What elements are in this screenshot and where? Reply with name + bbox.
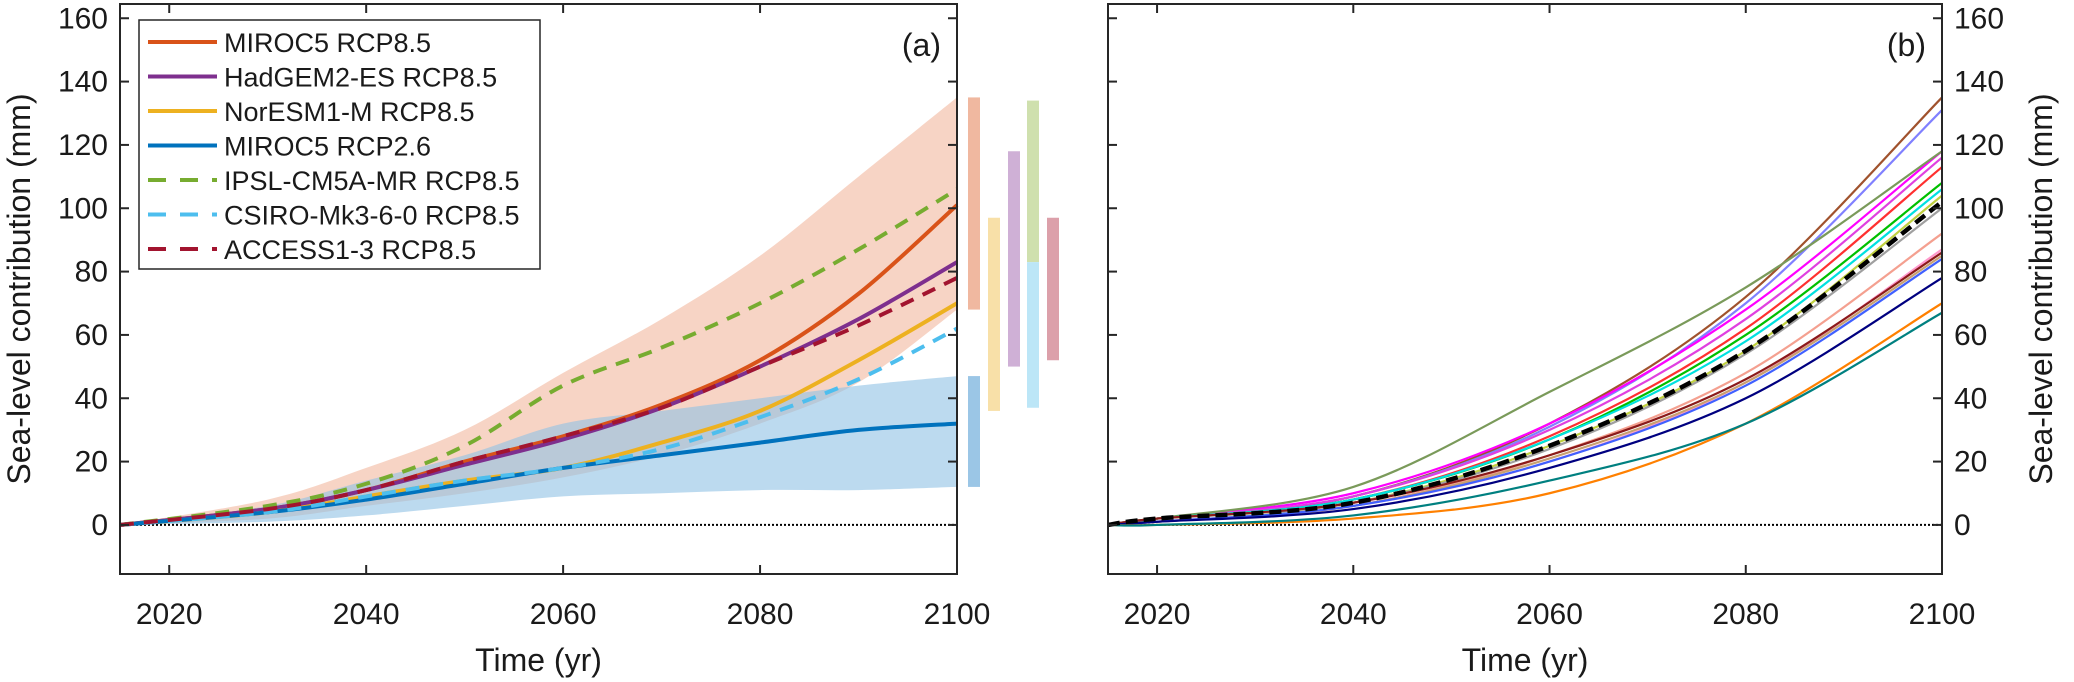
legend-item: MIROC5 RCP2.6 bbox=[148, 132, 431, 162]
ensemble-member-line bbox=[1107, 96, 1943, 527]
panel-a: 2020 2040 2060 2080 210002040608010012014016… bbox=[1, 2, 1059, 678]
y-tick-label: 160 bbox=[58, 2, 108, 35]
ensemble-member-line bbox=[1107, 311, 1943, 527]
range-bar-miroc5-rcp8-5 bbox=[968, 97, 980, 310]
y-tick-label: 60 bbox=[1954, 319, 1987, 352]
range-band bbox=[120, 376, 957, 525]
x-tick-label: 2020 bbox=[136, 598, 203, 631]
legend-item: MIROC5 RCP8.5 bbox=[148, 28, 431, 58]
y-tick-label: 100 bbox=[58, 192, 108, 225]
y-tick-label: 100 bbox=[1954, 192, 2004, 225]
axes-frame bbox=[1107, 3, 1943, 575]
y-tick-label: 80 bbox=[1954, 256, 1987, 289]
range-bar-miroc5-rcp2-6 bbox=[968, 376, 980, 487]
x-tick-label: 2060 bbox=[530, 598, 597, 631]
ensemble-member-line bbox=[1107, 200, 1944, 528]
x-tick-label: 2080 bbox=[727, 598, 794, 631]
legend-item: IPSL-CM5A-MR RCP8.5 bbox=[148, 166, 520, 196]
range-bar-access1-3-rcp8-5 bbox=[1047, 217, 1059, 361]
panel-label: (a) bbox=[902, 27, 941, 63]
y-axis-label: Sea-level contribution (mm) bbox=[2023, 93, 2059, 484]
x-tick-label: 2020 bbox=[1124, 598, 1191, 631]
y-tick-label: 140 bbox=[1954, 66, 2004, 99]
y-tick-label: 140 bbox=[58, 66, 108, 99]
x-tick-label: 2100 bbox=[1909, 598, 1976, 631]
y-tick-label: 40 bbox=[1954, 382, 1987, 415]
y-tick-label: 0 bbox=[1954, 509, 1971, 542]
range-bar-hadgem2-es-rcp8-5 bbox=[1008, 151, 1020, 367]
y-tick-label: 60 bbox=[75, 319, 108, 352]
x-tick-label: 2040 bbox=[1320, 598, 1387, 631]
range-bar-csiro-mk3-6-0-rcp8-5 bbox=[1027, 262, 1039, 408]
series-line-access1-3-rcp8-5 bbox=[119, 276, 958, 527]
y-tick-label: 20 bbox=[1954, 446, 1987, 479]
legend-label: MIROC5 RCP8.5 bbox=[224, 28, 431, 58]
ensemble-member-line bbox=[1107, 276, 1943, 527]
x-tick-label: 2080 bbox=[1712, 598, 1779, 631]
legend-item: HadGEM2-ES RCP8.5 bbox=[148, 63, 497, 93]
legend-label: CSIRO-Mk3-6-0 RCP8.5 bbox=[224, 201, 520, 231]
x-axis-label: Time (yr) bbox=[1462, 642, 1589, 678]
range-bar-noresm1-m-rcp8-5 bbox=[988, 217, 1000, 411]
ensemble-member-line bbox=[1107, 166, 1943, 527]
legend-item: ACCESS1-3 RCP8.5 bbox=[148, 235, 476, 265]
legend-item: CSIRO-Mk3-6-0 RCP8.5 bbox=[148, 201, 520, 231]
y-tick-label: 80 bbox=[75, 256, 108, 289]
series-line-hadgem2-es-rcp8-5 bbox=[119, 260, 959, 527]
y-tick-label: 120 bbox=[1954, 129, 2004, 162]
legend-label: HadGEM2-ES RCP8.5 bbox=[224, 63, 497, 93]
x-tick-label: 2040 bbox=[333, 598, 400, 631]
legend-label: ACCESS1-3 RCP8.5 bbox=[224, 235, 476, 265]
x-axis-label: Time (yr) bbox=[475, 642, 602, 678]
panel-b: 2020 2040 2060 2080 210002040608010012014016… bbox=[1107, 2, 2059, 678]
ensemble-member-line bbox=[1107, 232, 1943, 527]
y-tick-label: 160 bbox=[1954, 2, 2004, 35]
ensemble-member-line bbox=[1107, 254, 1943, 527]
y-axis-label: Sea-level contribution (mm) bbox=[1, 93, 37, 484]
y-tick-label: 0 bbox=[91, 509, 108, 542]
legend-item: NorESM1-M RCP8.5 bbox=[148, 97, 475, 127]
legend-label: IPSL-CM5A-MR RCP8.5 bbox=[224, 166, 520, 196]
y-tick-label: 120 bbox=[58, 129, 108, 162]
legend-label: MIROC5 RCP2.6 bbox=[224, 132, 431, 162]
ensemble-member-line bbox=[1107, 251, 1943, 527]
panel-label: (b) bbox=[1887, 27, 1926, 63]
x-tick-label: 2060 bbox=[1516, 598, 1583, 631]
range-bar-ipsl-cm5a-mr-rcp8-5 bbox=[1027, 100, 1039, 263]
y-tick-label: 40 bbox=[75, 382, 108, 415]
legend: MIROC5 RCP8.5 HadGEM2-ES RCP8.5 NorESM1-M … bbox=[138, 19, 541, 270]
legend-label: NorESM1-M RCP8.5 bbox=[224, 97, 475, 127]
series-line-csiro-mk3-6-0-rcp8-5 bbox=[119, 326, 958, 527]
x-tick-label: 2100 bbox=[924, 598, 991, 631]
axes-frame bbox=[119, 3, 958, 575]
y-tick-label: 20 bbox=[75, 446, 108, 479]
